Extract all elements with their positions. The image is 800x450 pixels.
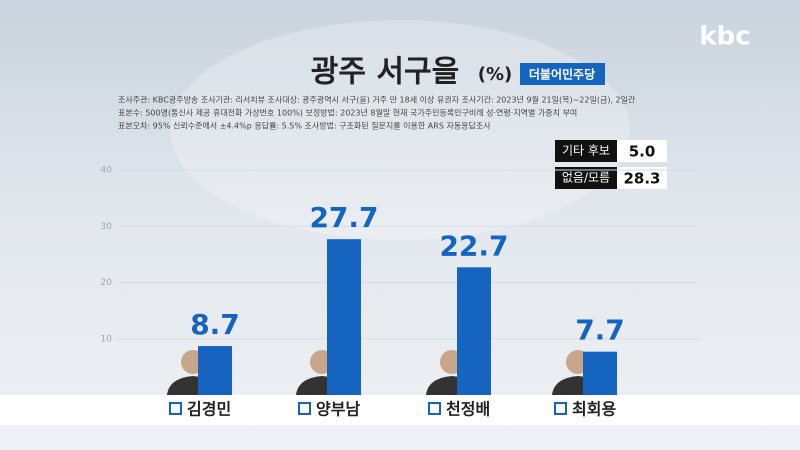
side-label-box bbox=[555, 140, 617, 162]
bar bbox=[457, 267, 491, 395]
party-label: 더불어민주당 bbox=[529, 67, 595, 82]
x-tick-label: 김경민 bbox=[187, 400, 231, 419]
value-label: 7.7 bbox=[575, 314, 625, 347]
x-tick-label: 양부남 bbox=[316, 400, 360, 419]
y-tick-label: 30 bbox=[101, 222, 113, 232]
bar bbox=[583, 351, 617, 395]
chart-title: 광주 서구을 bbox=[311, 55, 459, 90]
y-tick-label: 20 bbox=[101, 278, 113, 288]
side-value: 28.3 bbox=[623, 170, 660, 188]
y-tick-label: 40 bbox=[101, 166, 113, 176]
side-label-box bbox=[555, 167, 617, 189]
value-label: 27.7 bbox=[309, 201, 378, 234]
survey-info: 표본오차: 95% 신뢰수준에서 ±4.4%p 응답률: 5.5% 조사방법: … bbox=[118, 121, 491, 131]
logo: kbc bbox=[699, 22, 750, 52]
side-value-box bbox=[617, 167, 667, 189]
bar bbox=[198, 346, 232, 395]
side-label: 없음/모름 bbox=[562, 171, 610, 185]
bar bbox=[327, 239, 361, 395]
value-label: 22.7 bbox=[439, 229, 508, 262]
name-band bbox=[0, 395, 800, 425]
party-badge bbox=[520, 63, 605, 85]
dome-decoration bbox=[170, 20, 630, 240]
side-value-box bbox=[617, 140, 667, 162]
unit: (%) bbox=[478, 64, 513, 85]
side-value: 5.0 bbox=[629, 143, 656, 161]
party-icon bbox=[169, 402, 182, 415]
side-label: 기타 후보 bbox=[562, 144, 610, 158]
value-label: 8.7 bbox=[190, 308, 240, 341]
party-icon bbox=[428, 402, 441, 415]
party-icon bbox=[298, 402, 311, 415]
y-tick-label: 10 bbox=[101, 334, 113, 344]
x-tick-label: 최회용 bbox=[572, 400, 616, 419]
survey-info: 표본수: 500명(통신사 제공 휴대전화 가상번호 100%) 보정방법: 2… bbox=[118, 108, 577, 118]
survey-info: 조사주관: KBC광주방송 조사기관: 리서치뷰 조사대상: 광주광역시 서구(… bbox=[118, 95, 636, 105]
x-tick-label: 천정배 bbox=[446, 400, 490, 419]
party-icon bbox=[554, 402, 567, 415]
